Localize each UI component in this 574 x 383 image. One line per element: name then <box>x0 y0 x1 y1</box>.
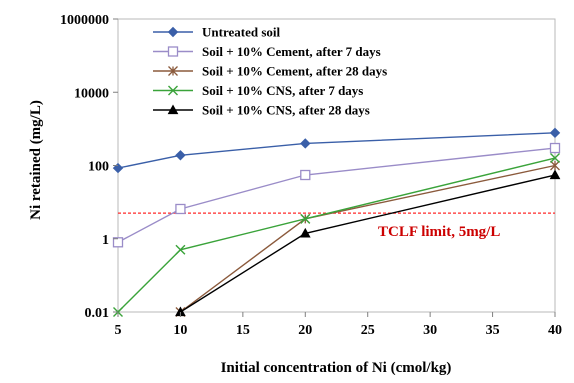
series-group <box>175 169 561 317</box>
legend-label: Untreated soil <box>202 25 281 40</box>
axis-layer: 5 10 15 20 25 30 35 40 0.01 1 100 10000 1000000 <box>60 13 562 338</box>
series-group <box>112 127 561 174</box>
reference-line-label: TCLF limit, 5mg/L <box>378 224 500 240</box>
x-tick-label: 30 <box>423 323 437 338</box>
data-point <box>550 160 560 171</box>
data-point <box>549 127 561 139</box>
legend-marker <box>167 26 179 38</box>
data-point <box>175 150 186 161</box>
series-line <box>117 147 556 243</box>
series-group <box>175 160 560 317</box>
data-point <box>300 138 311 149</box>
legend-label: Soil + 10% CNS, after 28 days <box>202 103 370 118</box>
data-point <box>300 169 311 181</box>
series-line <box>117 157 556 313</box>
x-tick-label: 35 <box>486 323 500 338</box>
y-axis-title: Ni retained (mg/L) <box>28 100 44 220</box>
legend-label: Soil + 10% Cement, after 28 days <box>202 64 387 79</box>
x-tick-label: 25 <box>361 323 375 338</box>
data-point <box>112 162 124 174</box>
y-tick-label: 1 <box>102 233 109 248</box>
legend: Untreated soil Soil + 10% Cement, after 7… <box>153 25 387 118</box>
series-group <box>112 142 561 248</box>
data-point <box>549 142 561 154</box>
x-tick-label: 15 <box>236 323 250 338</box>
legend-marker <box>167 104 179 115</box>
series-line <box>180 174 556 313</box>
x-tick-label: 10 <box>173 323 187 338</box>
series-layer <box>112 127 561 317</box>
x-tick-label: 5 <box>115 323 122 338</box>
legend-marker <box>168 85 178 96</box>
legend-marker <box>168 66 178 76</box>
data-point <box>175 203 186 215</box>
series-line <box>117 132 556 169</box>
data-point <box>300 213 311 224</box>
data-point <box>549 169 561 180</box>
legend-marker <box>167 46 179 57</box>
legend-label: Soil + 10% CNS, after 7 days <box>202 83 363 98</box>
data-point <box>112 237 124 248</box>
y-tick-label: 1000000 <box>60 13 109 28</box>
y-tick-label: 0.01 <box>85 306 110 321</box>
y-tick-label: 10000 <box>74 86 109 101</box>
data-point <box>175 244 186 255</box>
x-axis-title: Initial concentration of Ni (cmol/kg) <box>221 360 452 376</box>
x-tick-label: 40 <box>548 323 562 338</box>
y-tick-label: 100 <box>88 160 109 175</box>
data-point <box>299 227 311 238</box>
legend-label: Soil + 10% Cement, after 7 days <box>202 44 381 59</box>
x-tick-label: 20 <box>298 323 312 338</box>
data-point <box>550 153 560 164</box>
